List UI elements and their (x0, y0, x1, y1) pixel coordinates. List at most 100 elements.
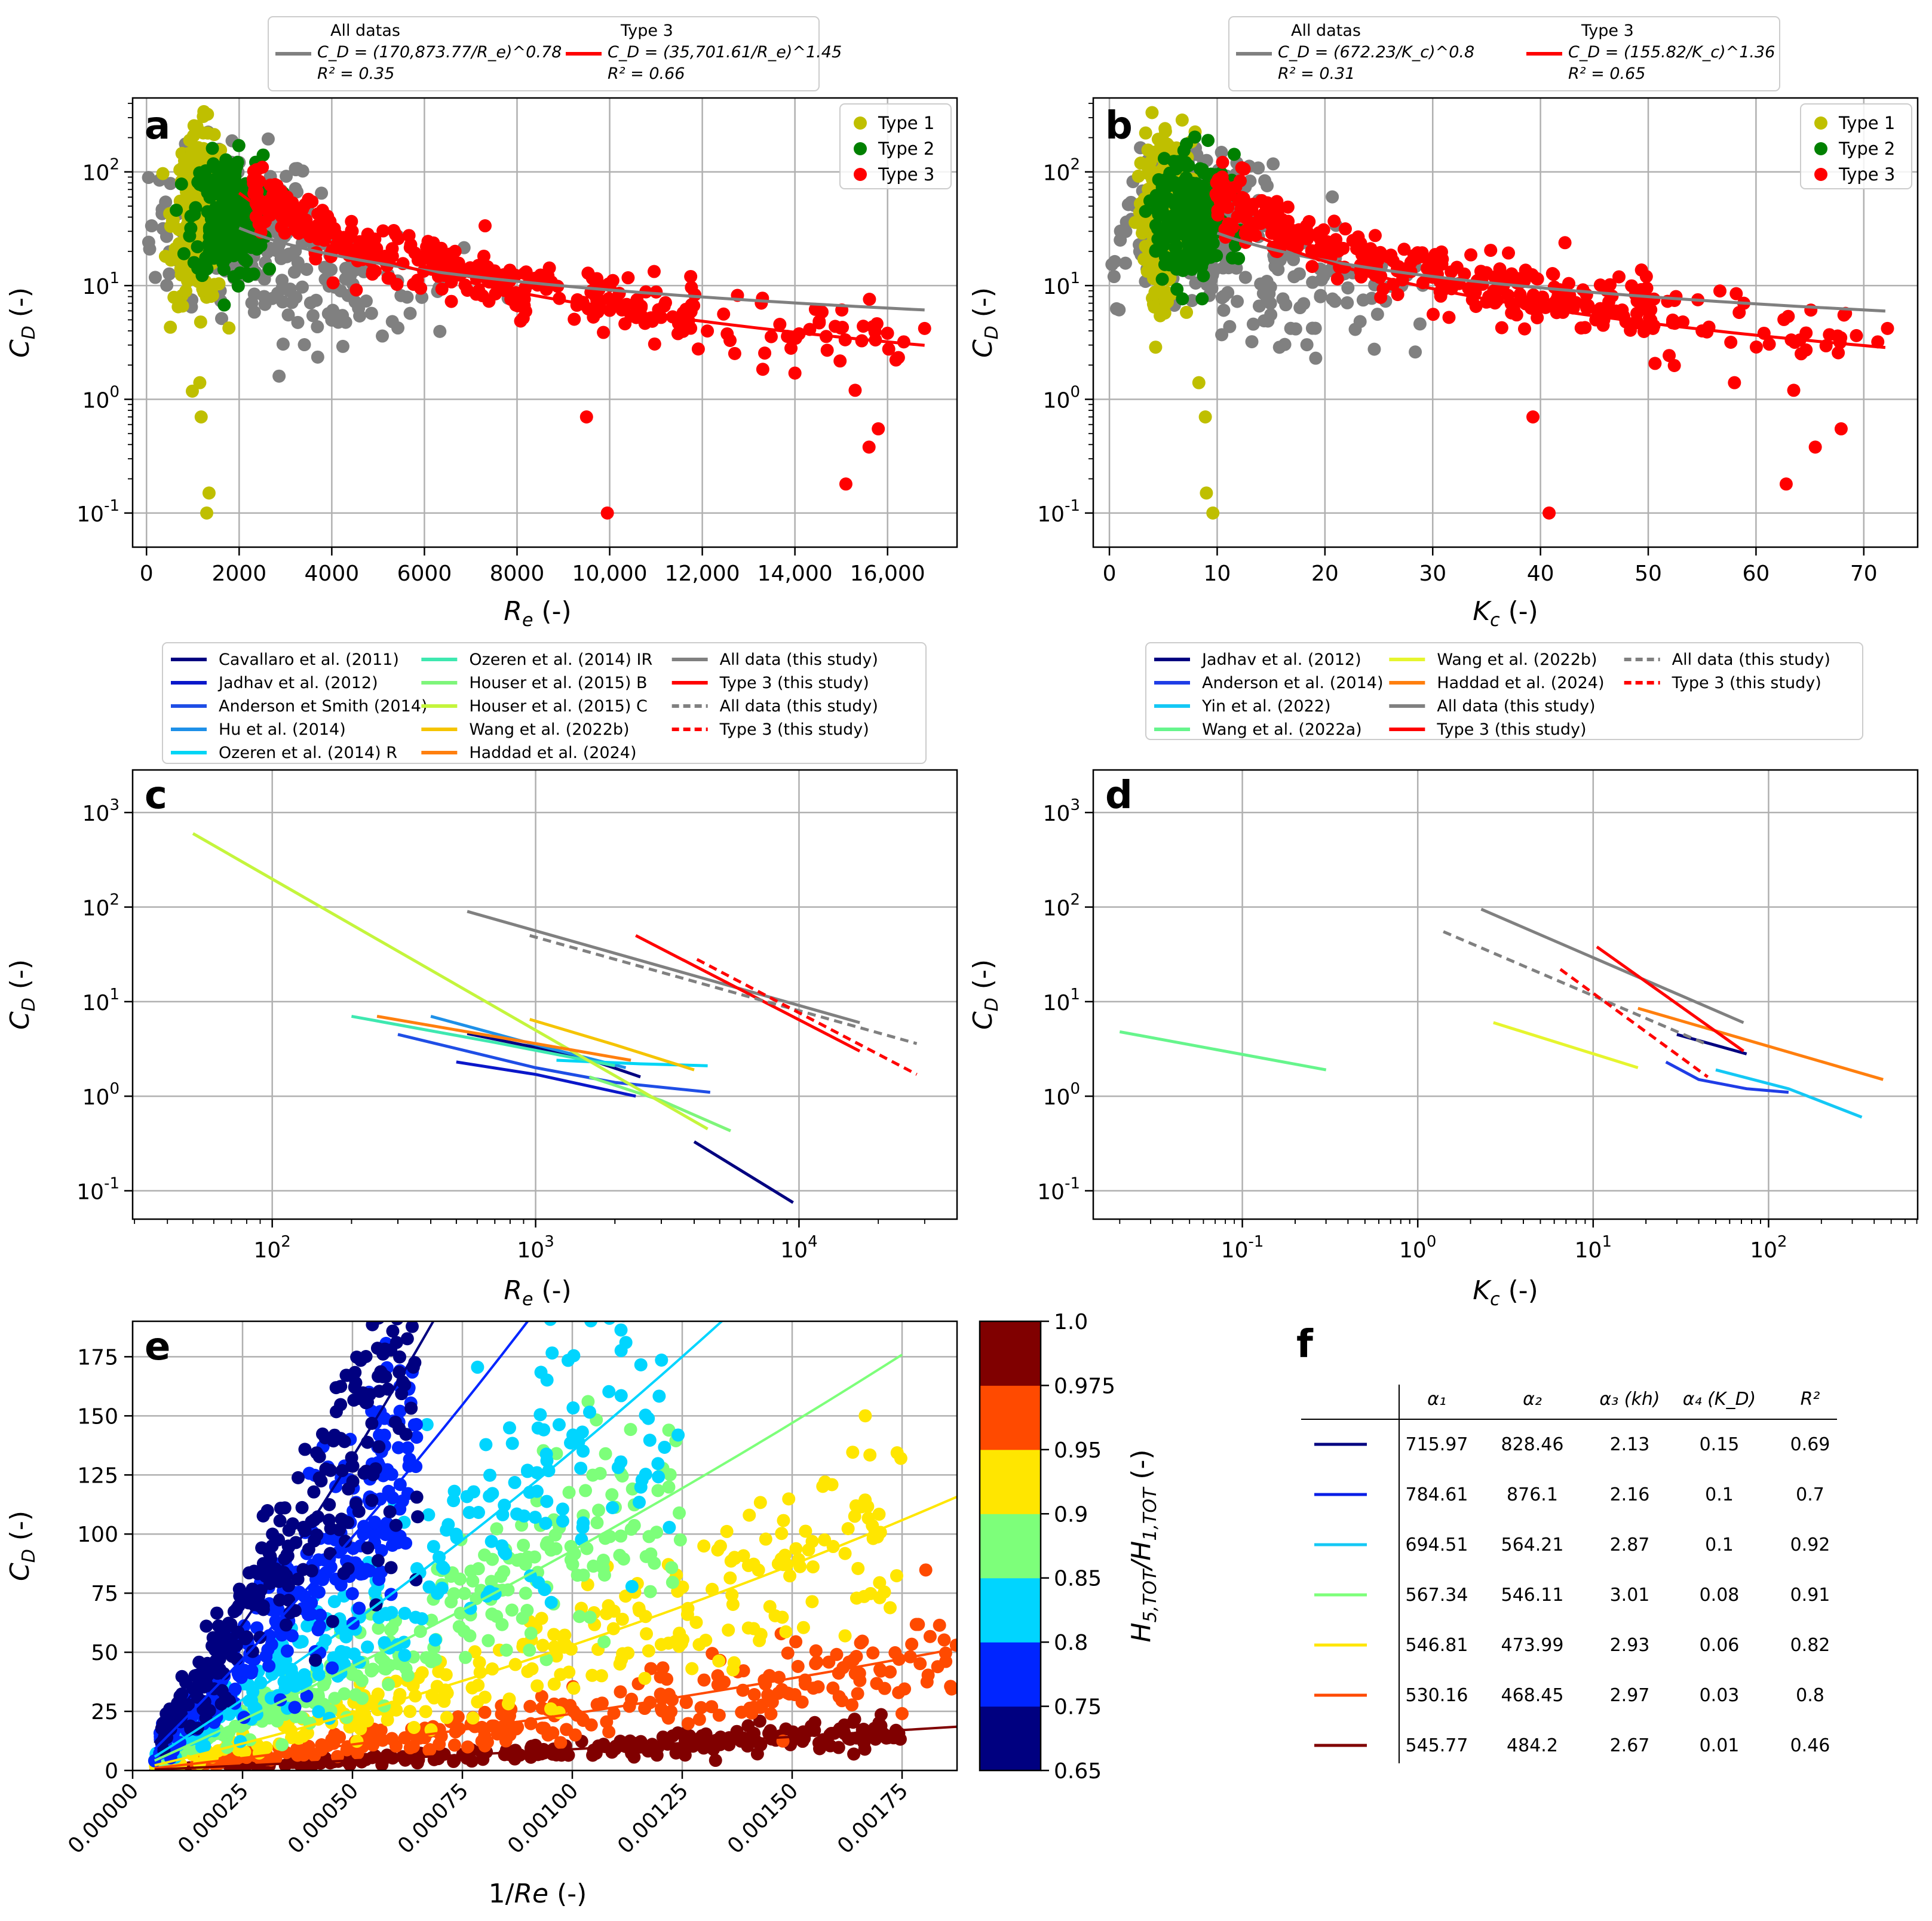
point-type3 (1724, 336, 1738, 349)
point-group (567, 1681, 581, 1695)
point-group (338, 1657, 351, 1671)
point-group (275, 1738, 289, 1751)
point-group (576, 1298, 590, 1311)
point-type3 (1426, 308, 1440, 321)
point-group (255, 1541, 269, 1555)
point-type2 (227, 270, 241, 284)
point-group (931, 1660, 944, 1674)
point-gray (1258, 174, 1272, 188)
point-type3 (326, 276, 340, 290)
point-group (697, 1539, 711, 1553)
point-group (519, 1586, 532, 1600)
point-type2 (263, 262, 277, 276)
x-tick-label: 0 (140, 561, 154, 586)
point-group (253, 1631, 267, 1644)
point-gray (281, 308, 295, 322)
series-line (1637, 1006, 1884, 1081)
point-group (627, 1518, 641, 1532)
point-group (607, 1707, 621, 1720)
point-type3 (756, 291, 769, 305)
point-group (603, 1530, 617, 1543)
point-group (440, 1711, 453, 1724)
point-group (552, 1418, 566, 1432)
colorbar-band (980, 1642, 1041, 1707)
y-tick-label: 101 (1043, 269, 1080, 299)
point-group (384, 1561, 398, 1575)
point-group (238, 1745, 252, 1759)
point-group (214, 1697, 228, 1711)
point-group (661, 1709, 674, 1723)
point-group (278, 1501, 292, 1515)
point-group (878, 1681, 891, 1695)
point-group (779, 1722, 793, 1736)
point-group (346, 1475, 360, 1489)
table-header: R² (1801, 1389, 1820, 1410)
point-group (781, 1646, 795, 1660)
point-gray (289, 182, 302, 195)
point-type3 (758, 346, 772, 360)
series-line (1493, 1021, 1639, 1069)
point-group (288, 1701, 302, 1714)
point-type3 (1639, 292, 1653, 306)
legend-label: Type 1 (1838, 113, 1895, 133)
point-type3 (1557, 294, 1571, 308)
point-group (912, 1618, 925, 1631)
point-type3 (881, 326, 894, 340)
table-cell: 784.61 (1406, 1484, 1468, 1505)
point-type2 (177, 247, 191, 260)
point-type3 (691, 342, 705, 356)
point-group (393, 1478, 407, 1492)
point-group (404, 1202, 417, 1215)
point-group (564, 1553, 578, 1567)
y-tick-label: 103 (1043, 796, 1080, 826)
y-tick-label: 75 (91, 1582, 118, 1606)
point-gray (142, 171, 155, 185)
point-group (535, 1612, 548, 1625)
point-gray (1231, 294, 1244, 308)
point-group (406, 1298, 419, 1311)
x-tick-label: 16,000 (850, 561, 925, 586)
point-gray (391, 321, 405, 335)
point-group (453, 1572, 467, 1586)
point-group (590, 1516, 604, 1530)
point-type2 (1168, 231, 1182, 244)
point-group (806, 1560, 820, 1574)
point-type2 (1194, 259, 1207, 273)
point-gray (1409, 345, 1422, 359)
point-type2 (187, 256, 201, 269)
point-group (386, 1324, 400, 1338)
point-group (582, 1406, 596, 1419)
point-type2 (1186, 229, 1200, 243)
x-tick-label: 6000 (397, 561, 452, 586)
point-group (894, 1452, 907, 1465)
point-group (350, 1735, 364, 1748)
point-type3 (1494, 280, 1507, 293)
point-group (275, 1628, 289, 1642)
point-type3 (349, 283, 363, 297)
point-gray (1317, 269, 1330, 283)
point-type3 (357, 237, 370, 250)
series-line (529, 1018, 695, 1072)
table-cell: 0.8 (1796, 1685, 1824, 1706)
point-type1 (201, 108, 214, 121)
point-gray (1326, 190, 1339, 204)
point-group (725, 1588, 739, 1602)
point-group (329, 1405, 343, 1419)
point-type3 (1749, 340, 1763, 354)
series-line (192, 832, 709, 1131)
table-cell: 0.03 (1700, 1685, 1740, 1706)
point-gray (1215, 291, 1229, 305)
point-group (737, 1664, 750, 1678)
point-gray (394, 289, 408, 302)
point-type3 (497, 268, 511, 281)
point-group (393, 1502, 407, 1516)
colorbar-band (980, 1706, 1041, 1771)
point-gray (1341, 281, 1355, 294)
y-axis-label: CD (-) (968, 287, 1002, 358)
x-tick-label: 0.00175 (833, 1778, 913, 1858)
legend-label: All data (this study) (720, 650, 878, 669)
point-group (326, 1661, 339, 1675)
point-group (595, 1696, 609, 1710)
point-type3 (1233, 174, 1247, 188)
point-type3 (1213, 195, 1227, 209)
